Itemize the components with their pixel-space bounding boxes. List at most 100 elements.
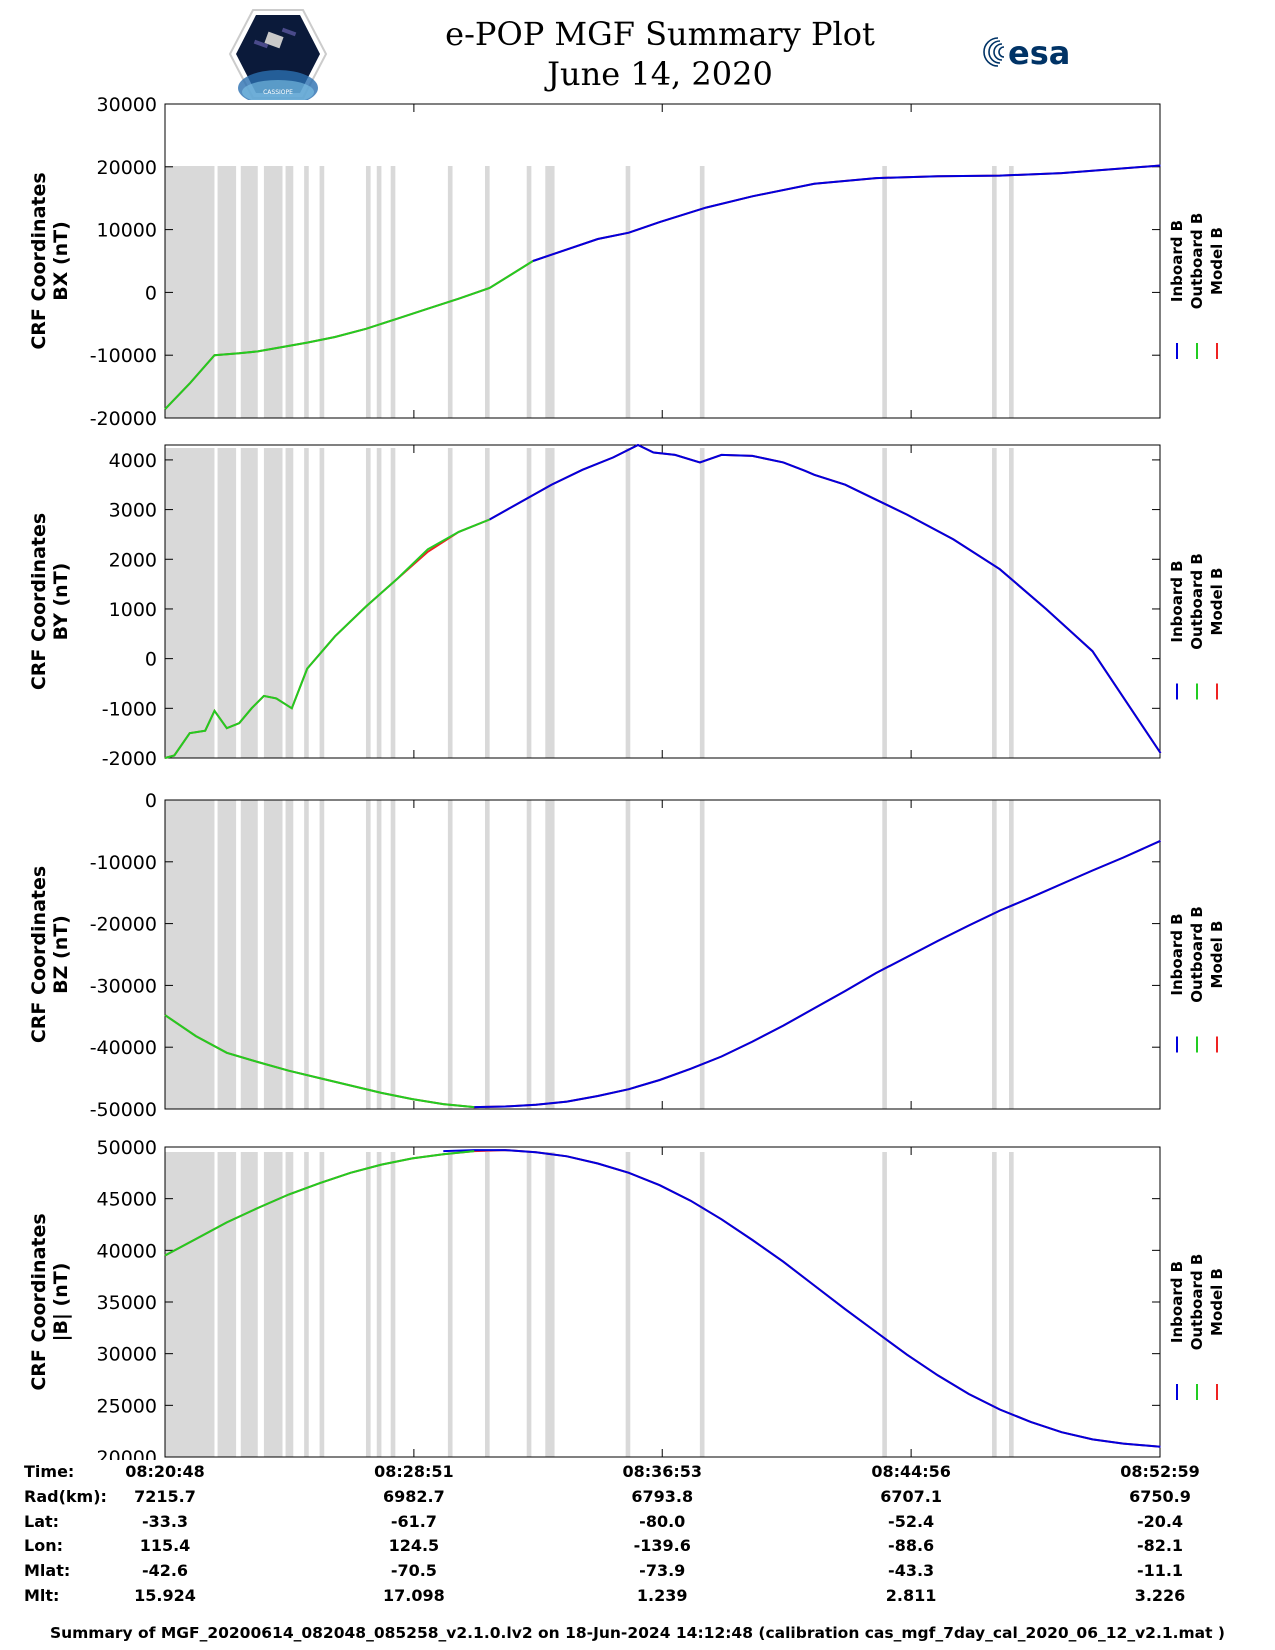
y-tick-label: -20000 xyxy=(90,914,157,936)
orbit-cell: -43.3 xyxy=(888,1561,935,1581)
data-gap-band xyxy=(319,1152,325,1457)
orbit-cell: -11.1 xyxy=(1136,1561,1184,1581)
orbit-cell: -52.4 xyxy=(888,1511,935,1531)
data-gap-band xyxy=(484,166,490,418)
data-gap-band xyxy=(217,1152,237,1457)
y-axis-label-line1: CRF Coordinates xyxy=(28,513,50,690)
data-gap-band xyxy=(545,800,555,1109)
series-line-outboard-b xyxy=(164,1014,475,1109)
data-gap-band xyxy=(992,166,997,418)
data-gap-band xyxy=(545,448,555,758)
legend-entry-label: Outboard B xyxy=(1188,1254,1206,1351)
orbit-row: Mlt: 15.924 17.098 1.239 2.811 3.226 xyxy=(0,1586,1275,1610)
title-text: e-POP MGF Summary Plot xyxy=(445,15,875,53)
orbit-cell: 08:36:53 xyxy=(622,1462,703,1481)
data-gap-band xyxy=(447,448,453,758)
data-gap-band xyxy=(365,800,371,1109)
data-gap-band xyxy=(526,448,532,758)
legend-entry-label: Model B xyxy=(1208,568,1226,636)
orbit-cell: 08:52:59 xyxy=(1120,1462,1200,1481)
panel-3: -50000 -40000 -30000 -20000 -10000 0 CRF Coord… xyxy=(28,790,1226,1121)
legend: Inboard B Outboard B Model B xyxy=(1168,1254,1226,1400)
data-gap-band xyxy=(390,448,396,758)
legend: Inboard B Outboard B Model B xyxy=(1168,213,1226,359)
panel-1: -20000 -10000 0 10000 20000 30000 CRF Coordina… xyxy=(28,94,1226,430)
y-tick-label: 2000 xyxy=(109,549,157,571)
y-tick-label: 30000 xyxy=(97,1344,157,1366)
data-gap-band xyxy=(165,1152,215,1457)
data-gap-band xyxy=(1009,800,1014,1109)
legend: Inboard B Outboard B Model B xyxy=(1168,906,1226,1053)
orbit-cell: 2.811 xyxy=(885,1586,937,1605)
y-axis-label: CRF CoordinatesBY (nT) xyxy=(28,513,72,690)
orbit-cell: 1.239 xyxy=(636,1586,688,1605)
y-axis-label-line1: CRF Coordinates xyxy=(28,1213,50,1390)
data-gap-band xyxy=(285,166,294,418)
data-gap-band xyxy=(217,448,237,758)
y-tick-label: 0 xyxy=(145,282,157,304)
data-gap-band xyxy=(882,166,887,418)
legend-entry-label: Model B xyxy=(1208,227,1226,295)
data-gap-band xyxy=(165,166,215,418)
data-gap-band xyxy=(304,448,309,758)
data-gap-band xyxy=(390,166,396,418)
legend-entry-label: Inboard B xyxy=(1168,913,1186,995)
data-gap-band xyxy=(376,1152,382,1457)
data-gap-band xyxy=(365,448,371,758)
data-gap-band xyxy=(165,448,215,758)
panel-2: -2000 -1000 0 1000 2000 3000 4000 CRF Coordinat… xyxy=(28,443,1226,770)
orbit-row-label: Lon: xyxy=(24,1536,63,1556)
orbit-row: Time: 08:20:48 08:28:51 08:36:53 08:44:56 08:… xyxy=(0,1462,1275,1486)
data-gap-band xyxy=(484,1152,490,1457)
data-gap-band xyxy=(625,800,631,1109)
data-gap-band xyxy=(992,448,997,758)
data-gap-band xyxy=(625,448,631,758)
y-tick-label: 35000 xyxy=(97,1292,157,1314)
data-gap-band xyxy=(304,166,309,418)
orbit-cell: -42.6 xyxy=(141,1561,189,1581)
data-gap-band xyxy=(217,800,237,1109)
orbit-cell: -73.9 xyxy=(639,1561,686,1581)
orbit-cell: -70.5 xyxy=(390,1561,437,1581)
series-line-inboard-b xyxy=(532,164,1161,262)
cassiope-logo: CASSIOPE xyxy=(228,8,328,106)
orbit-row-label: Rad(km): xyxy=(24,1486,107,1506)
y-tick-label: -2000 xyxy=(102,748,157,770)
orbit-cell: 6750.9 xyxy=(1129,1486,1191,1506)
y-tick-label: 4000 xyxy=(109,450,157,472)
series-line-outboard-b xyxy=(164,518,490,759)
y-axis-label: CRF Coordinates|B| (nT) xyxy=(28,1213,72,1390)
orbit-cell: 15.924 xyxy=(134,1586,196,1605)
orbit-row-label: Lat: xyxy=(24,1511,60,1531)
data-gap-band xyxy=(240,1152,258,1457)
y-axis-label-line2: BY (nT) xyxy=(50,563,72,641)
y-axis-label: CRF CoordinatesBX (nT) xyxy=(28,172,72,349)
orbit-cell: 08:20:48 xyxy=(125,1462,205,1481)
summary-footer: Summary of MGF_20200614_082048_085258_v2… xyxy=(49,1624,1226,1642)
orbit-cell: 6982.7 xyxy=(383,1486,445,1506)
y-tick-label: 30000 xyxy=(97,94,157,116)
legend-entry-label: Outboard B xyxy=(1188,906,1206,1003)
y-tick-label: 10000 xyxy=(97,220,157,242)
orbit-cell: 08:44:56 xyxy=(871,1462,951,1481)
data-gap-band xyxy=(447,1152,453,1457)
y-tick-label: -30000 xyxy=(90,975,157,997)
data-gap-band xyxy=(240,800,258,1109)
y-tick-label: 1000 xyxy=(109,599,157,621)
y-tick-label: 20000 xyxy=(97,157,157,179)
orbit-info-table: Time: 08:20:48 08:28:51 08:36:53 08:44:56 08:… xyxy=(0,1462,1275,1630)
orbit-cell: 17.098 xyxy=(383,1586,445,1605)
y-axis-label: CRF CoordinatesBZ (nT) xyxy=(28,866,72,1043)
orbit-cell: -88.6 xyxy=(888,1536,935,1556)
y-tick-label: -50000 xyxy=(90,1099,157,1121)
y-tick-label: -1000 xyxy=(102,698,157,720)
data-gap-band xyxy=(882,1152,887,1457)
data-gap-band xyxy=(484,800,490,1109)
data-gap-band xyxy=(319,800,325,1109)
data-gap-band xyxy=(882,448,887,758)
orbit-row: Lon: 115.4 124.5 -139.6 -88.6 -82.1 xyxy=(0,1536,1275,1560)
series-line-outboard-b xyxy=(164,260,534,410)
data-gap-band xyxy=(1009,448,1014,758)
legend-entry-label: Model B xyxy=(1208,1268,1226,1336)
data-gap-band xyxy=(526,166,532,418)
